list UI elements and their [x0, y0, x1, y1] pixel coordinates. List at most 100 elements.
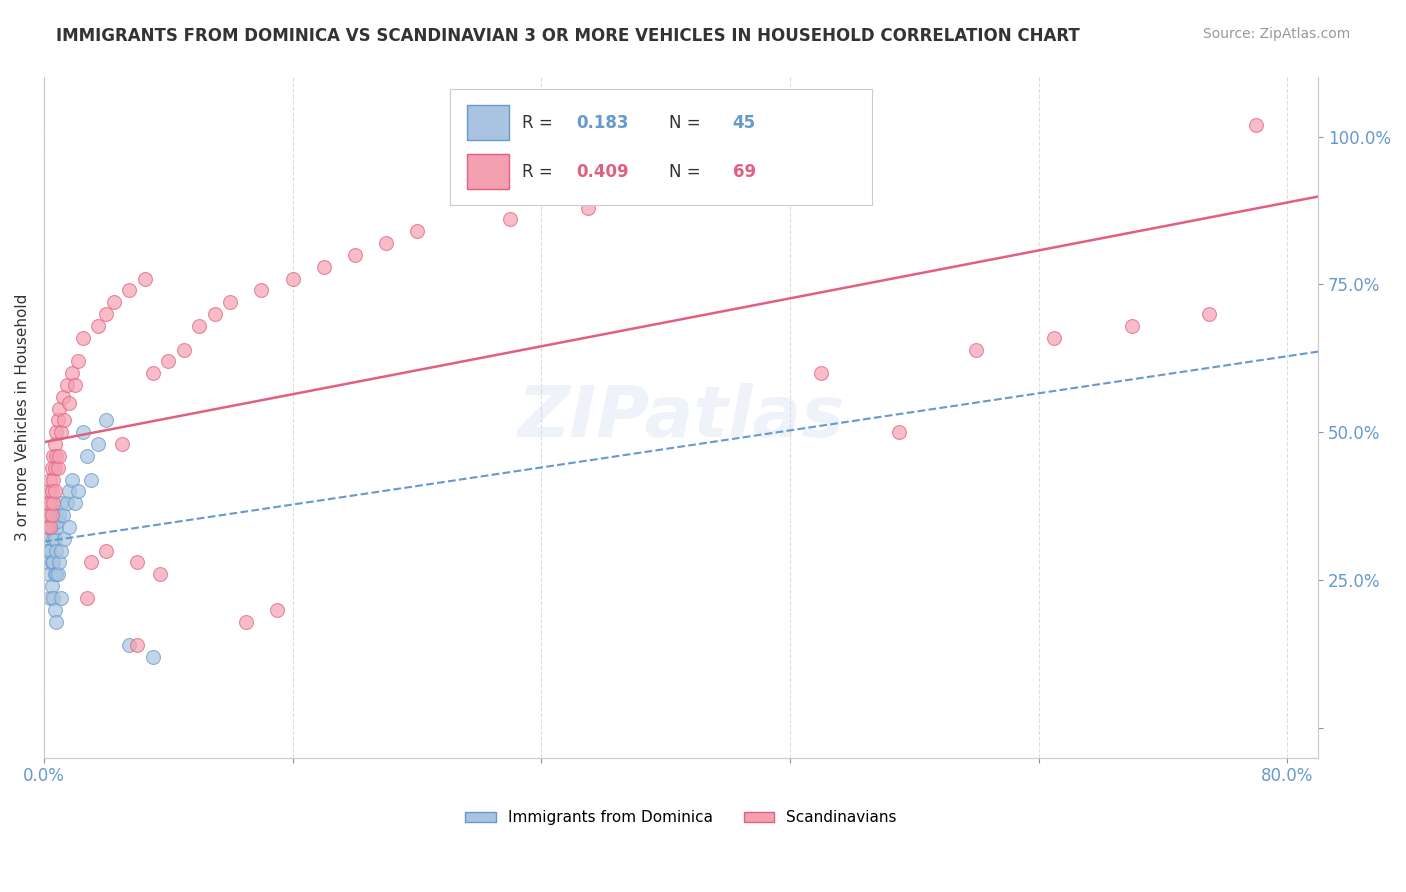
- Point: [41, 520, 63, 534]
- Point: [45, 567, 67, 582]
- Point: [188, 318, 211, 333]
- FancyBboxPatch shape: [467, 105, 509, 140]
- Point: [48, 449, 70, 463]
- Point: [48, 556, 70, 570]
- Point: [94, 543, 117, 558]
- Point: [35, 496, 58, 510]
- Point: [48, 508, 70, 522]
- Point: [654, 188, 676, 202]
- Point: [110, 437, 132, 451]
- Point: [41, 460, 63, 475]
- Point: [38, 484, 60, 499]
- Point: [42, 514, 65, 528]
- Point: [56, 496, 79, 510]
- Point: [127, 556, 149, 570]
- Point: [87, 437, 110, 451]
- Y-axis label: 3 or more Vehicles in Household: 3 or more Vehicles in Household: [15, 293, 30, 541]
- Point: [39, 473, 62, 487]
- Point: [53, 532, 76, 546]
- Point: [42, 556, 65, 570]
- Point: [219, 295, 242, 310]
- Point: [42, 532, 65, 546]
- Point: [58, 484, 80, 499]
- Point: [41, 556, 63, 570]
- Point: [45, 543, 67, 558]
- Point: [63, 496, 86, 510]
- Point: [60, 473, 83, 487]
- Point: [39, 508, 62, 522]
- Point: [45, 520, 67, 534]
- Point: [44, 437, 66, 451]
- FancyBboxPatch shape: [467, 154, 509, 189]
- Point: [35, 556, 58, 570]
- Point: [44, 532, 66, 546]
- Point: [87, 318, 110, 333]
- Point: [58, 520, 80, 534]
- Text: N =: N =: [669, 114, 706, 132]
- Point: [39, 520, 62, 534]
- Point: [72, 425, 94, 440]
- Point: [887, 425, 910, 440]
- Point: [1121, 318, 1143, 333]
- Point: [79, 556, 101, 570]
- Point: [142, 366, 165, 380]
- Point: [45, 425, 67, 440]
- Point: [39, 543, 62, 558]
- Point: [45, 615, 67, 629]
- Point: [38, 520, 60, 534]
- Point: [45, 449, 67, 463]
- Point: [134, 271, 156, 285]
- Point: [499, 212, 522, 227]
- Text: R =: R =: [522, 162, 558, 180]
- Point: [49, 496, 72, 510]
- Point: [810, 366, 832, 380]
- Point: [56, 378, 79, 392]
- Point: [42, 496, 65, 510]
- Point: [76, 591, 98, 605]
- Point: [94, 413, 117, 427]
- Point: [41, 508, 63, 522]
- Point: [76, 449, 98, 463]
- Point: [374, 235, 396, 250]
- Point: [58, 396, 80, 410]
- Point: [118, 638, 141, 652]
- Point: [250, 284, 273, 298]
- Text: ZIPatlas: ZIPatlas: [517, 383, 845, 452]
- Point: [46, 413, 69, 427]
- Point: [281, 271, 304, 285]
- Point: [51, 508, 73, 522]
- Point: [173, 343, 195, 357]
- Point: [49, 425, 72, 440]
- Point: [51, 390, 73, 404]
- Point: [1043, 331, 1066, 345]
- Point: [41, 484, 63, 499]
- Point: [46, 567, 69, 582]
- Point: [79, 473, 101, 487]
- Point: [733, 177, 755, 191]
- Point: [118, 284, 141, 298]
- Point: [34, 508, 56, 522]
- Point: [312, 260, 335, 274]
- Text: 0.183: 0.183: [576, 114, 628, 132]
- Point: [38, 567, 60, 582]
- Point: [44, 567, 66, 582]
- Point: [38, 508, 60, 522]
- Text: R =: R =: [522, 114, 558, 132]
- Point: [67, 484, 90, 499]
- Point: [103, 295, 125, 310]
- Point: [965, 343, 987, 357]
- Point: [235, 615, 257, 629]
- Point: [34, 532, 56, 546]
- Point: [266, 603, 288, 617]
- Point: [44, 484, 66, 499]
- Point: [35, 543, 58, 558]
- Text: IMMIGRANTS FROM DOMINICA VS SCANDINAVIAN 3 OR MORE VEHICLES IN HOUSEHOLD CORRELA: IMMIGRANTS FROM DOMINICA VS SCANDINAVIAN…: [56, 27, 1080, 45]
- Point: [60, 366, 83, 380]
- Point: [44, 508, 66, 522]
- Point: [35, 520, 58, 534]
- Point: [1198, 307, 1220, 321]
- Point: [49, 543, 72, 558]
- Point: [48, 401, 70, 416]
- Point: [44, 460, 66, 475]
- Point: [157, 354, 180, 368]
